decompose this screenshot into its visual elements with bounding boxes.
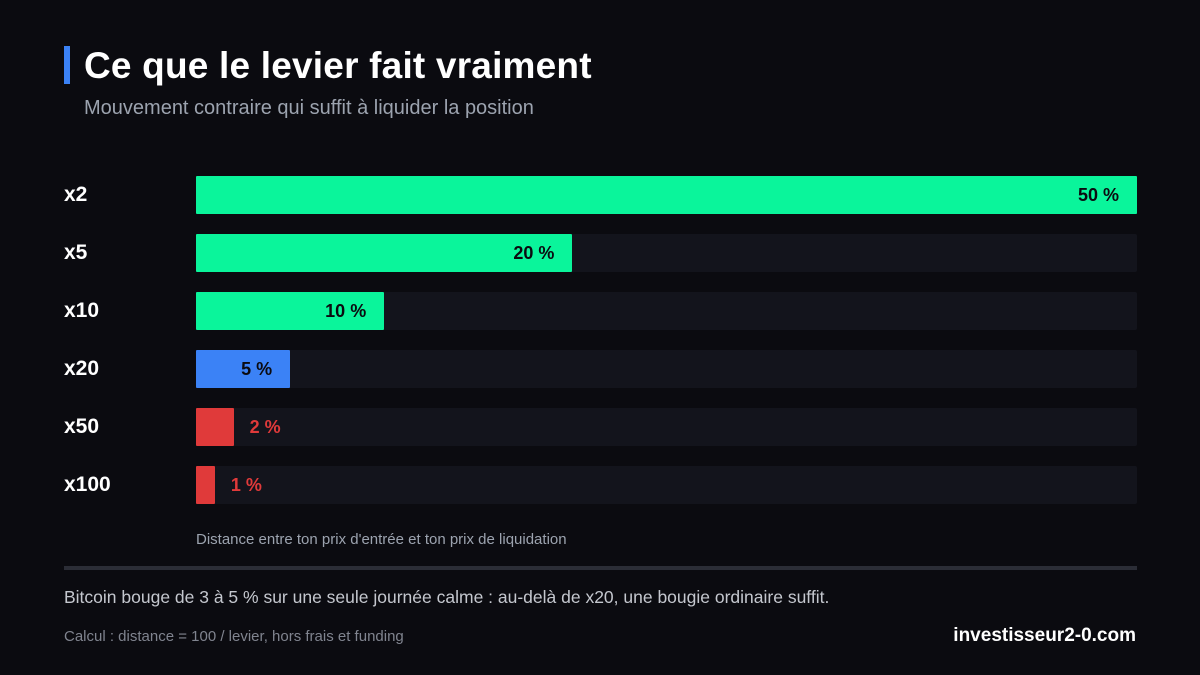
value-label: 10 %	[325, 300, 367, 321]
bar-track	[196, 466, 1137, 504]
brand-link[interactable]: investisseur2-0.com	[953, 625, 1136, 646]
bar-track	[196, 408, 1137, 446]
footer-divider	[64, 566, 1137, 570]
value-label: 50 %	[1077, 184, 1119, 205]
x-axis-label: Distance entre ton prix d'entrée et ton …	[196, 531, 567, 548]
bar	[196, 234, 573, 272]
bar	[196, 292, 385, 330]
page-title: Ce que le levier fait vraiment	[84, 45, 592, 86]
source-note: Calcul : distance = 100 / levier, hors f…	[64, 628, 404, 645]
bar	[196, 408, 234, 446]
bar	[196, 176, 1137, 214]
category-label: x50	[64, 415, 100, 438]
value-label: 20 %	[513, 242, 555, 263]
title-accent-bar	[64, 46, 70, 84]
value-label: 2 %	[249, 416, 281, 437]
takeaway-text: Bitcoin bouge de 3 à 5 % sur une seule j…	[64, 587, 830, 607]
category-label: x100	[64, 473, 111, 496]
bar	[196, 466, 215, 504]
bar-track	[196, 350, 1137, 388]
category-label: x10	[64, 299, 100, 322]
bar-chart: x2 50 % x5 20 % x10 10 % x20 5 % x50 2 % x100 1 %	[64, 176, 1137, 504]
value-label: 5 %	[241, 358, 273, 379]
category-label: x2	[64, 183, 88, 206]
value-label: 1 %	[230, 474, 262, 495]
category-label: x5	[64, 241, 88, 264]
category-label: x20	[64, 357, 100, 380]
bar	[196, 350, 291, 388]
page-subtitle: Mouvement contraire qui suffit à liquide…	[84, 97, 534, 119]
